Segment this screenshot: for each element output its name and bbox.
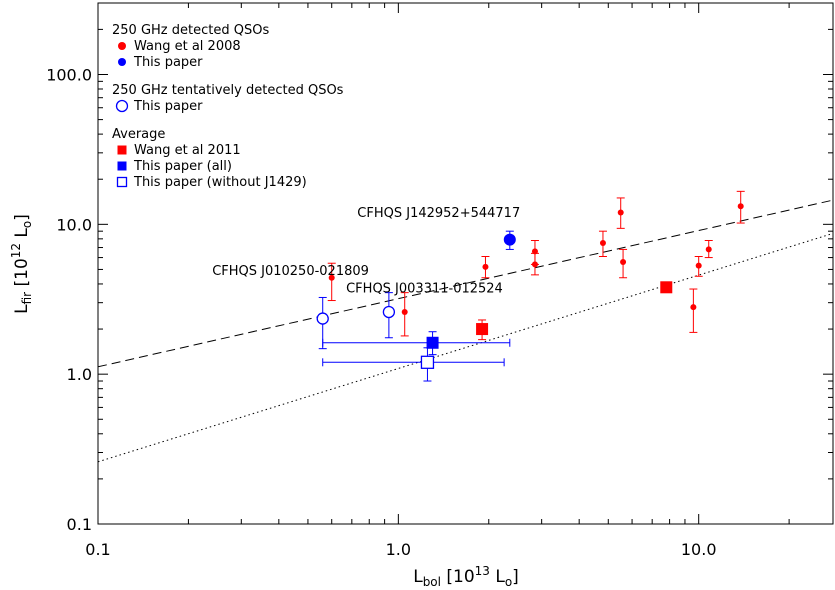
point-marker xyxy=(705,246,712,253)
plot-frame xyxy=(97,2,834,525)
point-annotation: CFHQS J142952+544717 xyxy=(357,206,520,221)
data-point xyxy=(503,230,516,250)
legend-entry-label: This paper (all) xyxy=(133,159,232,174)
point-marker xyxy=(382,305,396,319)
point-marker xyxy=(117,145,127,155)
point-annotation: CFHQS J003311-012524 xyxy=(346,282,503,297)
legend-group-title: Average xyxy=(112,127,165,142)
point-marker xyxy=(737,203,744,210)
legend-entry-label: This paper xyxy=(133,99,203,114)
point-marker xyxy=(316,312,329,325)
legend-marker xyxy=(118,58,126,66)
point-marker xyxy=(531,248,538,255)
legend-entry-label: This paper (without J1429) xyxy=(133,175,307,190)
legend-entry-label: This paper xyxy=(133,55,203,70)
y-tick-label: 1.0 xyxy=(67,365,92,384)
x-tick-label: 0.1 xyxy=(85,540,110,559)
legend-entry-label: Wang et al 2011 xyxy=(134,143,241,158)
x-axis-label: Lbol [1013 Lo] xyxy=(413,564,519,589)
legend-entry-label: Wang et al 2008 xyxy=(134,39,241,54)
data-marks xyxy=(316,190,745,382)
data-point xyxy=(694,255,703,277)
dotted-line xyxy=(98,232,833,463)
point-marker xyxy=(482,263,489,270)
point-marker xyxy=(690,304,697,311)
point-marker xyxy=(617,209,624,216)
x-tick-label: 10.0 xyxy=(681,540,717,559)
data-point xyxy=(598,230,607,257)
y-tick-label: 0.1 xyxy=(67,515,92,534)
y-axis-label: Lfir [1012 Lo] xyxy=(9,214,34,314)
data-point xyxy=(476,319,489,341)
point-marker xyxy=(531,261,538,268)
data-point xyxy=(327,262,336,302)
reference-lines xyxy=(98,199,833,463)
point-marker xyxy=(401,308,408,315)
point-marker xyxy=(476,323,489,336)
legend-group-title: 250 GHz detected QSOs xyxy=(112,23,269,38)
data-point xyxy=(530,252,539,276)
point-marker xyxy=(420,355,435,369)
axis-ticks: 0.1 1.0 10.0 0.1 1.0 10.0 100.0 xyxy=(46,2,833,559)
legend-marker xyxy=(118,42,126,50)
point-marker xyxy=(503,233,516,246)
data-point xyxy=(481,255,490,279)
point-marker xyxy=(115,99,129,113)
data-point xyxy=(660,281,673,294)
data-point xyxy=(322,331,511,356)
point-marker xyxy=(117,161,127,171)
point-marker xyxy=(116,176,128,188)
point-marker xyxy=(620,259,627,266)
point-marker xyxy=(328,274,335,281)
legend-group-title: 250 GHz tentatively detected QSOs xyxy=(112,83,344,98)
data-point xyxy=(704,239,713,259)
data-point xyxy=(382,292,396,339)
data-point xyxy=(736,190,745,224)
point-marker xyxy=(599,240,606,247)
y-tick-label: 10.0 xyxy=(56,215,92,234)
point-marker xyxy=(660,281,673,294)
data-point xyxy=(616,197,625,229)
data-point xyxy=(400,292,409,337)
point-marker xyxy=(426,336,439,349)
data-point xyxy=(322,347,505,382)
y-tick-label: 100.0 xyxy=(46,65,92,84)
x-tick-label: 1.0 xyxy=(386,540,411,559)
point-annotation: CFHQS J010250-021809 xyxy=(212,264,369,279)
data-point xyxy=(619,248,628,279)
point-marker xyxy=(695,262,702,269)
data-point xyxy=(689,288,698,333)
annotations: CFHQS J142952+544717 CFHQS J010250-021809… xyxy=(212,206,520,297)
